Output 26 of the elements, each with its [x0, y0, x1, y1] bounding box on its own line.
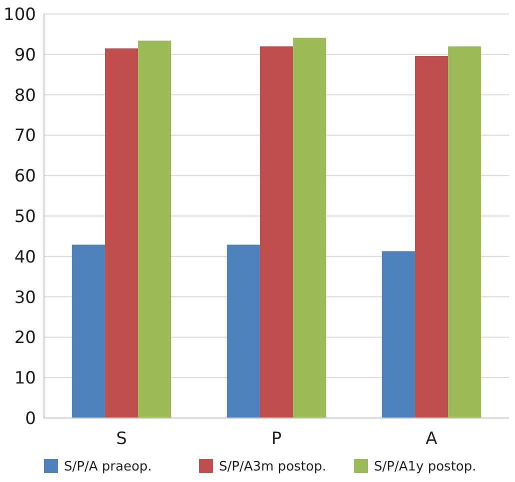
bar — [104, 48, 138, 418]
x-tick-label: A — [426, 429, 438, 449]
bar — [382, 251, 415, 418]
y-tick-label: 20 — [14, 328, 36, 348]
bar — [138, 40, 172, 418]
y-tick-label: 0 — [25, 408, 36, 429]
bar — [72, 244, 105, 418]
y-tick-label: 80 — [14, 86, 36, 106]
bar — [260, 46, 294, 418]
y-tick-label: 100 — [4, 4, 36, 25]
y-tick-label: 70 — [14, 126, 36, 146]
y-tick-label: 30 — [14, 288, 36, 308]
legend-label: S/P/A3m postop. — [219, 460, 326, 475]
y-tick-label: 90 — [14, 45, 36, 66]
legend-label: S/P/A praeop. — [64, 460, 152, 475]
bar — [414, 56, 448, 418]
y-tick-label: 60 — [14, 166, 36, 187]
y-tick-label: 10 — [14, 368, 36, 389]
legend-label: S/P/A1y postop. — [374, 460, 476, 475]
bar — [226, 244, 260, 418]
bar — [448, 46, 482, 418]
y-tick-label: 50 — [14, 206, 36, 227]
x-tick-label: S — [116, 429, 127, 449]
y-tick-label: 40 — [14, 247, 36, 268]
x-tick-label: P — [271, 429, 282, 449]
bar — [293, 38, 326, 418]
